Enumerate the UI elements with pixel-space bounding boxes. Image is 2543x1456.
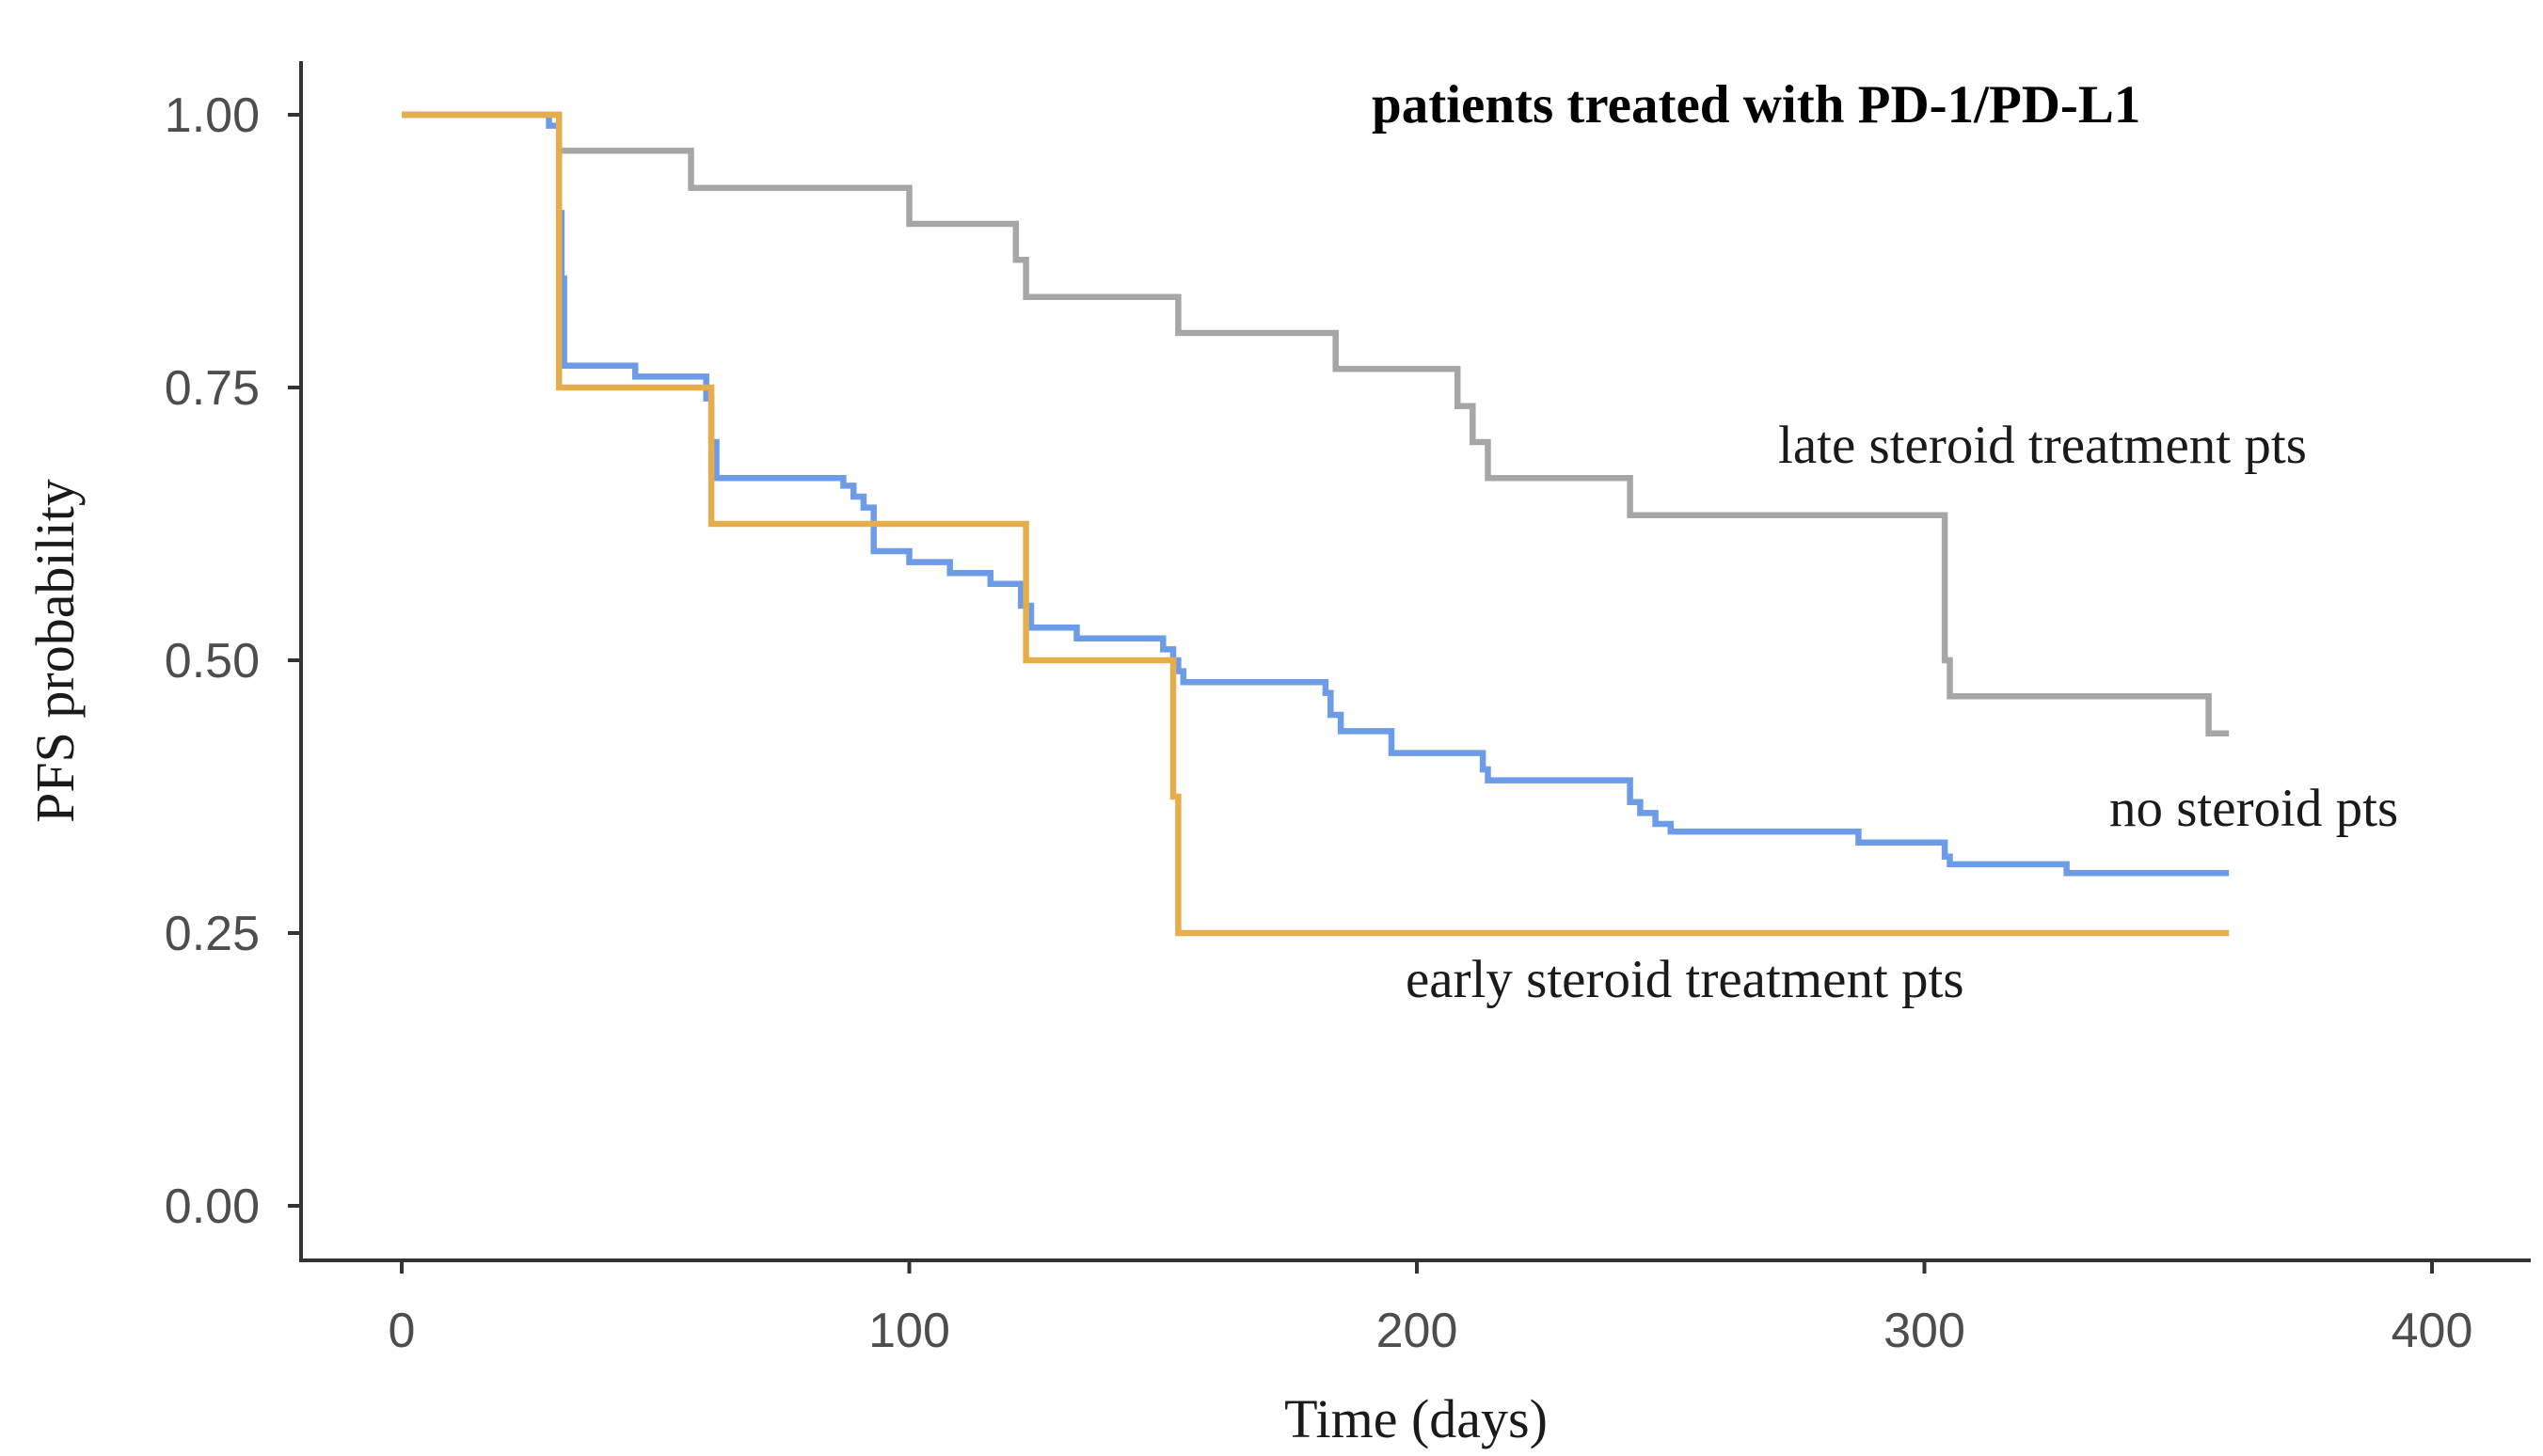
- survival-curves: [402, 111, 2230, 937]
- y-tick-label: 1.00: [165, 88, 260, 143]
- y-axis-title: PFS probability: [24, 479, 86, 823]
- series-line-early-steroid-treatment-pts: [402, 111, 2230, 937]
- series-label-late-steroid: late steroid treatment pts: [1778, 416, 2307, 475]
- x-ticks: 0 100 200 300 400: [389, 1260, 2473, 1358]
- series-line-no-steroid-pts: [402, 111, 2230, 877]
- y-tick-label: 0.75: [165, 361, 260, 416]
- series-label-no-steroid: no steroid pts: [2109, 779, 2398, 838]
- y-tick-label: 0.25: [165, 907, 260, 961]
- x-tick-label: 400: [2392, 1304, 2473, 1358]
- y-tick-label: 0.50: [165, 634, 260, 688]
- x-tick-label: 300: [1883, 1304, 1965, 1358]
- y-tick-label: 0.00: [165, 1179, 260, 1234]
- chart-title: patients treated with PD-1/PD-L1: [1372, 75, 2140, 135]
- x-tick-label: 200: [1376, 1304, 1458, 1358]
- x-tick-label: 100: [868, 1304, 950, 1358]
- x-axis-title: Time (days): [1284, 1388, 1548, 1449]
- axes: [299, 61, 2531, 1262]
- series-label-early-steroid: early steroid treatment pts: [1406, 950, 1964, 1009]
- series-line-late-steroid-treatment-pts: [402, 111, 2230, 736]
- y-ticks: 0.00 0.25 0.50 0.75 1.00: [165, 88, 301, 1234]
- x-tick-label: 0: [389, 1304, 416, 1358]
